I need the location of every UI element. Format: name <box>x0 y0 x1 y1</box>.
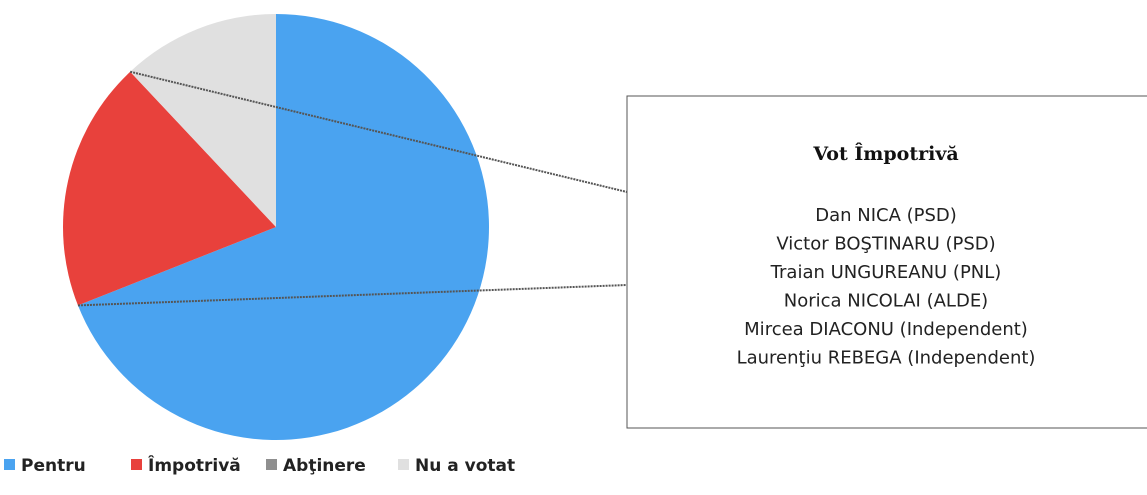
legend-label: Împotrivă <box>148 454 241 476</box>
callout-item: Laurenţiu REBEGA (Independent) <box>737 348 1036 369</box>
legend-label: Pentru <box>21 456 86 476</box>
callout-item: Victor BOŞTINARU (PSD) <box>776 234 995 255</box>
leader-line <box>129 70 628 193</box>
legend-swatch <box>266 459 277 470</box>
pie-slice <box>77 14 490 440</box>
callout-item: Traian UNGUREANU (PNL) <box>770 262 1002 283</box>
pie-slice <box>130 14 276 227</box>
callout-item: Dan NICA (PSD) <box>815 205 957 226</box>
callout-item: Mircea DIACONU (Independent) <box>744 319 1028 340</box>
callout-title: Vot Împotrivă <box>812 142 958 165</box>
callout-item: Norica NICOLAI (ALDE) <box>784 291 988 312</box>
leader-line <box>77 284 628 307</box>
legend-swatch <box>131 459 142 470</box>
legend-label: Abţinere <box>283 456 366 476</box>
legend-label: Nu a votat <box>415 456 515 476</box>
legend-swatch <box>398 459 409 470</box>
pie-slice <box>63 71 276 306</box>
callout-box <box>626 95 1147 429</box>
legend-swatch <box>4 459 15 470</box>
